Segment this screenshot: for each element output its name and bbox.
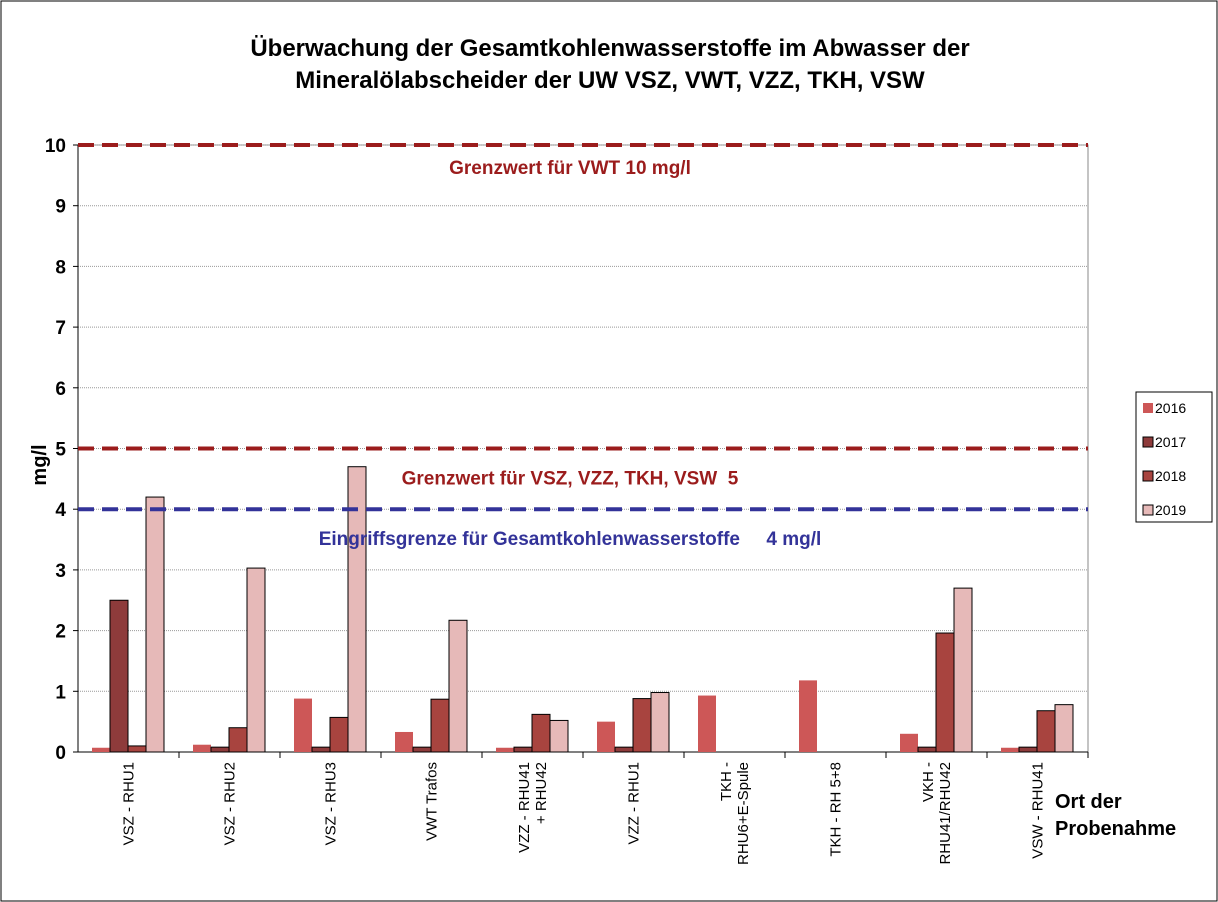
bar [127, 745, 147, 753]
chart-title: Mineralölabscheider der UW VSZ, VWT, VZZ… [295, 67, 925, 94]
legend-label: 2018 [1155, 468, 1186, 484]
legend-label: 2016 [1155, 400, 1186, 416]
bar [412, 746, 432, 753]
legend-label: 2019 [1155, 502, 1186, 518]
x-tick-label: VSW - RHU41 [1030, 762, 1047, 859]
bar [228, 727, 248, 753]
bar [246, 567, 266, 753]
x-tick-label: VWT Trafos [424, 762, 441, 841]
y-tick-label: 6 [55, 379, 66, 400]
reference-label: Eingriffsgrenze für Gesamtkohlenwasserst… [319, 529, 822, 550]
bar [311, 746, 331, 753]
x-tick-label: TKH -RHU6+E-Spule [718, 762, 752, 865]
bar [145, 496, 165, 753]
legend-swatch [1143, 403, 1153, 413]
x-tick-label: VKH -RHU41/RHU42 [920, 762, 954, 865]
y-tick-label: 1 [55, 682, 66, 703]
y-tick-label: 5 [55, 440, 66, 461]
bar [597, 721, 615, 752]
y-tick-label: 2 [55, 622, 66, 643]
bar [448, 619, 468, 753]
legend-swatch [1142, 470, 1154, 482]
y-tick-label: 7 [55, 318, 66, 339]
bar [347, 466, 367, 753]
bar [1036, 710, 1056, 753]
y-tick-label: 4 [55, 500, 66, 521]
bar [92, 747, 110, 752]
x-tick-label: VSZ - RHU2 [222, 762, 239, 845]
y-tick-label: 0 [55, 743, 66, 764]
bar [395, 731, 413, 752]
bar [650, 692, 670, 753]
bar [531, 713, 551, 753]
x-tick-label: VSZ - RHU3 [323, 762, 340, 845]
bar [329, 716, 349, 753]
bar [513, 746, 533, 753]
bar [917, 746, 937, 753]
y-tick-label: 9 [55, 197, 66, 218]
bar [1018, 746, 1038, 753]
bar [430, 698, 450, 753]
y-tick-label: 3 [55, 561, 66, 582]
x-tick-label: VSZ - RHU1 [121, 762, 138, 845]
legend-label: 2017 [1155, 434, 1186, 450]
bar [935, 632, 955, 753]
bar [549, 719, 569, 753]
reference-label: Grenzwert für VWT 10 mg/l [449, 158, 691, 179]
bar [632, 698, 652, 753]
chart-title: Überwachung der Gesamtkohlenwasserstoffe… [250, 35, 969, 62]
bar [210, 746, 230, 753]
bar [1054, 704, 1074, 753]
x-axis-label: Ort der [1055, 791, 1122, 813]
bar [1001, 747, 1019, 752]
y-axis-label: mg/l [29, 444, 51, 485]
bar [496, 747, 514, 752]
x-tick-label: TKH - RH 5+8 [828, 762, 845, 857]
legend-swatch [1142, 436, 1154, 448]
bar [698, 695, 716, 752]
bar [294, 698, 312, 752]
bar [953, 587, 973, 753]
y-tick-label: 10 [45, 136, 66, 157]
bar [109, 599, 129, 753]
reference-label: Grenzwert für VSZ, VZZ, TKH, VSW 5 [402, 469, 739, 490]
bar [900, 733, 918, 752]
x-tick-label: VZZ - RHU1 [626, 762, 643, 845]
x-tick-label: VZZ - RHU41+ RHU42 [516, 762, 550, 853]
bar [799, 680, 817, 752]
bar [193, 744, 211, 752]
y-tick-label: 8 [55, 257, 66, 278]
legend-swatch [1142, 504, 1154, 516]
legend [1135, 391, 1213, 523]
bar [614, 746, 634, 753]
x-axis-label: Probenahme [1055, 818, 1176, 840]
